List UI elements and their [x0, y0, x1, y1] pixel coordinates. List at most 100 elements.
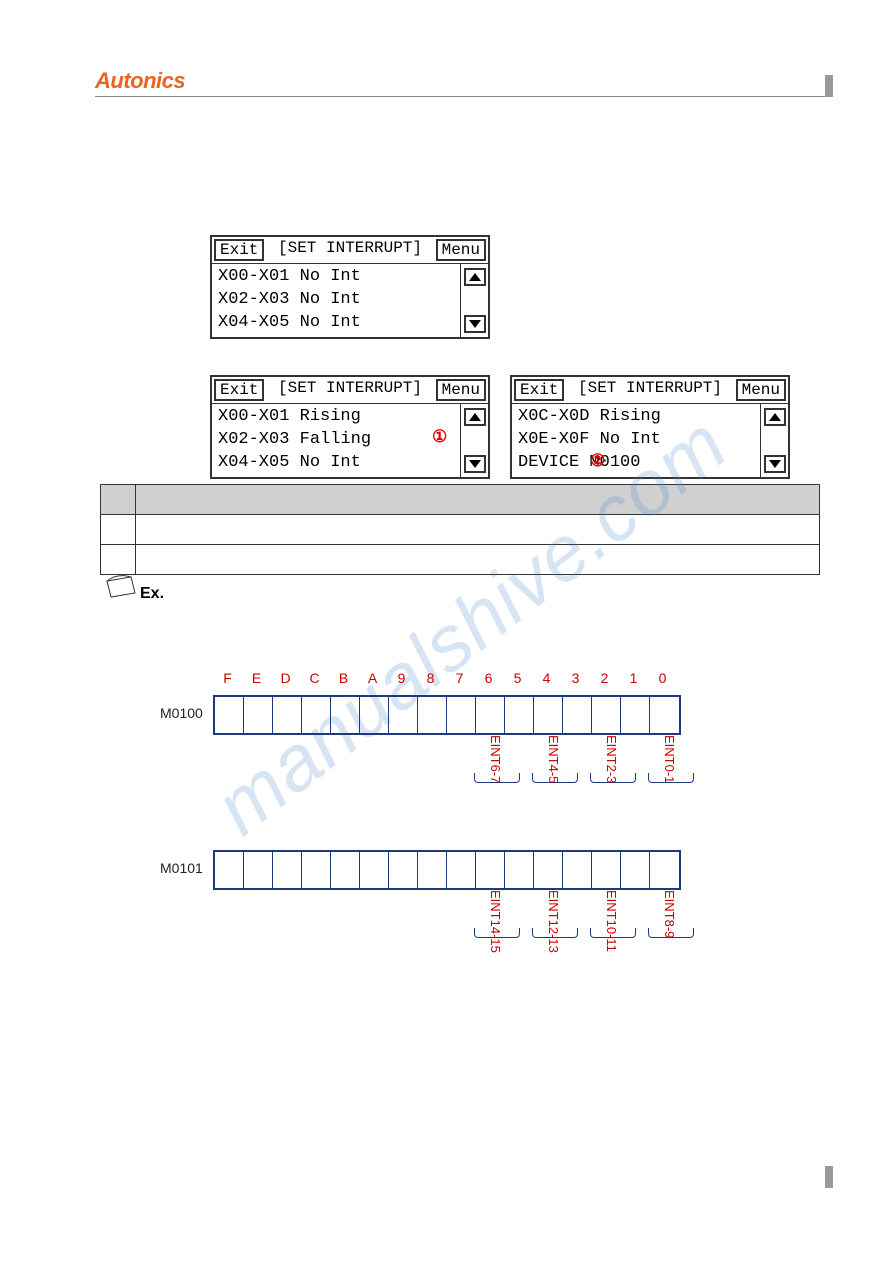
bit-cell [650, 852, 679, 888]
callout-1-icon: ① [432, 428, 447, 451]
scroll-up-icon[interactable] [464, 268, 486, 286]
lcd-line: X02-X03 Falling [218, 429, 454, 452]
scroll-down-icon[interactable] [764, 455, 786, 473]
page-marker-bottom [825, 1166, 833, 1188]
lcd-header: Exit [SET INTERRUPT] Menu [212, 377, 488, 404]
lcd-line: X00-X01 No Int [218, 266, 454, 289]
bit-index: F [213, 670, 242, 686]
bit-cell [592, 697, 621, 733]
bit-row-m0101 [213, 850, 681, 890]
bit-cell [360, 852, 389, 888]
table-row [101, 515, 820, 545]
bit-cell [592, 852, 621, 888]
bit-cell [244, 852, 273, 888]
lcd-body: X0C-X0D Rising X0E-X0F No Int DEVICE M01… [512, 404, 788, 477]
lcd-panel-2: Exit [SET INTERRUPT] Menu X00-X01 Rising… [210, 375, 490, 479]
callout-2-icon: ② [590, 452, 605, 475]
bit-cell [534, 697, 563, 733]
lcd-scroll [460, 404, 488, 477]
example-label: Ex. [140, 585, 164, 603]
lcd-scroll [760, 404, 788, 477]
scroll-down-icon[interactable] [464, 455, 486, 473]
lcd-panel-1: Exit [SET INTERRUPT] Menu X00-X01 No Int… [210, 235, 490, 339]
lcd-body: X00-X01 No Int X02-X03 No Int X04-X05 No… [212, 264, 488, 337]
exit-button[interactable]: Exit [514, 379, 564, 401]
lcd-header: Exit [SET INTERRUPT] Menu [212, 237, 488, 264]
bit-cell [650, 697, 679, 733]
bit-cell [244, 697, 273, 733]
exit-button[interactable]: Exit [214, 239, 264, 261]
bit-cell [418, 697, 447, 733]
lcd-line: DEVICE M0100 [518, 452, 754, 475]
bit-cell [476, 852, 505, 888]
lcd-title: [SET INTERRUPT] [566, 377, 733, 403]
lcd-lines: X00-X01 Rising X02-X03 Falling X04-X05 N… [212, 404, 460, 477]
lcd-line: X0C-X0D Rising [518, 406, 754, 429]
lcd-line: X0E-X0F No Int [518, 429, 754, 452]
info-table [100, 484, 820, 575]
lcd-line: X04-X05 No Int [218, 452, 454, 475]
eint-label: EINT12-13 [546, 890, 561, 953]
bit-index: 3 [561, 670, 590, 686]
bit-cell [389, 852, 418, 888]
eint-label: EINT2-3 [604, 735, 619, 783]
bit-cell [621, 697, 650, 733]
brand-text: Autonics [95, 68, 185, 93]
bit-row-m0100 [213, 695, 681, 735]
eint-label: EINT8-9 [662, 890, 677, 938]
eint-label: EINT14-15 [488, 890, 503, 953]
bit-cell [389, 697, 418, 733]
bit-index: C [300, 670, 329, 686]
menu-button[interactable]: Menu [436, 239, 486, 261]
lcd-line: X02-X03 No Int [218, 289, 454, 312]
page-marker-top [825, 75, 833, 97]
lcd-title: [SET INTERRUPT] [266, 377, 433, 403]
bit-cell [505, 852, 534, 888]
bit-index: 6 [474, 670, 503, 686]
table-cell [136, 515, 820, 545]
brand-logo: Autonics [95, 68, 185, 94]
bit-cell [476, 697, 505, 733]
bit-index-labels: FEDCBA9876543210 [213, 670, 677, 686]
note-icon [105, 575, 137, 608]
bit-cell [418, 852, 447, 888]
table-cell [101, 515, 136, 545]
bit-index: 5 [503, 670, 532, 686]
bit-index: D [271, 670, 300, 686]
lcd-lines: X00-X01 No Int X02-X03 No Int X04-X05 No… [212, 264, 460, 337]
eint-label: EINT6-7 [488, 735, 503, 783]
bit-index: 0 [648, 670, 677, 686]
bit-index: 4 [532, 670, 561, 686]
table-cell [136, 545, 820, 575]
bit-cell [447, 697, 476, 733]
exit-button[interactable]: Exit [214, 379, 264, 401]
header-rule [95, 95, 825, 97]
lcd-header: Exit [SET INTERRUPT] Menu [512, 377, 788, 404]
eint-label: EINT4-5 [546, 735, 561, 783]
bit-index: A [358, 670, 387, 686]
bit-index: 9 [387, 670, 416, 686]
scroll-up-icon[interactable] [764, 408, 786, 426]
bit-cell [621, 852, 650, 888]
bit-cell [534, 852, 563, 888]
bit-cell [273, 697, 302, 733]
bit-cell [215, 697, 244, 733]
scroll-down-icon[interactable] [464, 315, 486, 333]
bit-cell [563, 852, 592, 888]
menu-button[interactable]: Menu [436, 379, 486, 401]
lcd-panel-3: Exit [SET INTERRUPT] Menu X0C-X0D Rising… [510, 375, 790, 479]
bit-cell [215, 852, 244, 888]
lcd-body: X00-X01 Rising X02-X03 Falling X04-X05 N… [212, 404, 488, 477]
scroll-up-icon[interactable] [464, 408, 486, 426]
table-cell [136, 485, 820, 515]
bit-cell [505, 697, 534, 733]
eint-label: EINT0-1 [662, 735, 677, 783]
eint-label: EINT10-11 [604, 890, 619, 952]
menu-button[interactable]: Menu [736, 379, 786, 401]
bit-cell [273, 852, 302, 888]
lcd-line: X00-X01 Rising [218, 406, 454, 429]
bit-index: 2 [590, 670, 619, 686]
register-label-m0101: M0101 [160, 860, 203, 876]
lcd-title: [SET INTERRUPT] [266, 237, 433, 263]
lcd-scroll [460, 264, 488, 337]
